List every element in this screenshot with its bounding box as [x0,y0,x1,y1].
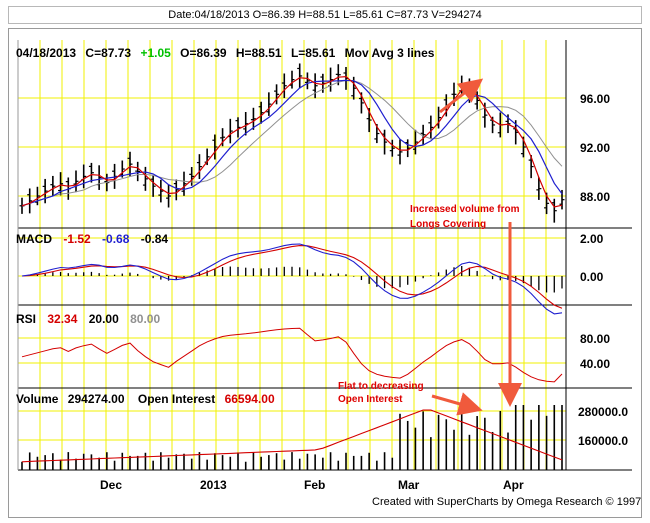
date-label-2013: 2013 [200,478,227,492]
price-change: +1.05 [140,46,171,60]
moving-averages [21,75,563,208]
volume-annotation-line-2: Longs Covering [410,219,486,230]
macd-signal-line [21,245,563,309]
date-label-mar: Mar [398,478,420,492]
credit-text: Created with SuperCharts by Omega Resear… [372,496,641,508]
macd-tick-2: 2.00 [580,232,604,246]
rsi-label: RSI [16,312,36,326]
volume-annotation-line-1: Increased volume from [410,204,520,215]
rsi-tick-80: 80.00 [580,332,610,346]
moving-average-slow [21,79,563,207]
date-label-feb: Feb [304,478,325,492]
price-tick-92: 92.00 [580,141,610,155]
price-tick-88: 88.00 [580,190,610,204]
oi-arrow [431,392,483,416]
svg-text:Volume 294274.00 Open: Volume 294274.00 Open Interest 66594.00 [16,392,275,406]
rsi-value-2: 20.00 [89,312,119,326]
rsi-line [21,327,563,383]
date-label-dec: Dec [100,478,122,492]
date-label-apr: Apr [503,478,524,492]
price-date: 04/18/2013 [16,46,76,60]
rsi-value-1: 32.34 [47,312,77,326]
svg-text:RSI 32.34 20.00 80: RSI 32.34 20.00 80.00 [16,312,160,326]
open-interest-value: 66594.00 [225,392,275,406]
svg-text:04/18/2013 C=87.73 +1.: 04/18/2013 C=87.73 +1.05 O=86.39 H=88.51… [16,46,435,60]
volume-bars [21,405,563,470]
price-high: H=88.51 [236,46,282,60]
open-interest-path [21,409,563,463]
macd-tick-0: 0.00 [580,270,604,284]
panel-borders [17,40,632,471]
macd-value-2: -0.68 [102,232,130,246]
peak-arrow [439,78,484,114]
rsi-value-3: 80.00 [130,312,160,326]
volume-tick-160000: 160000.0 [578,434,628,448]
oi-annotation-line-1: Flat to decreasing [338,381,424,392]
open-interest-label: Open Interest [138,392,215,406]
price-tick-96: 96.00 [580,92,610,106]
header-text: Date:04/18/2013 O=86.39 H=88.51 L=85.61 … [168,9,482,21]
macd-value-3: -0.84 [141,232,169,246]
rsi-tick-40: 40.00 [580,357,610,371]
price-study: Mov Avg 3 lines [345,46,435,60]
chart-frame [8,28,642,518]
price-low: L=85.61 [291,46,336,60]
price-close: C=87.73 [85,46,131,60]
macd-label: MACD [16,232,52,246]
volume-value: 294274.00 [68,392,125,406]
moving-average-medium [21,79,563,207]
volume-tick-280000: 280000.0 [578,405,628,419]
volume-label: Volume [16,392,59,406]
macd-line [21,243,563,315]
chart-header: Date:04/18/2013 O=86.39 H=88.51 L=85.61 … [8,6,642,24]
macd-lines [21,243,563,315]
rsi-line-path [21,327,563,383]
svg-text:MACD -1.52 -0.68 -: MACD -1.52 -0.68 -0.84 [16,232,168,246]
oi-annotation-line-2: Open Interest [338,394,403,405]
price-open: O=86.39 [180,46,227,60]
open-interest-line [21,409,563,463]
macd-value-1: -1.52 [63,232,91,246]
price-bars [19,63,565,223]
